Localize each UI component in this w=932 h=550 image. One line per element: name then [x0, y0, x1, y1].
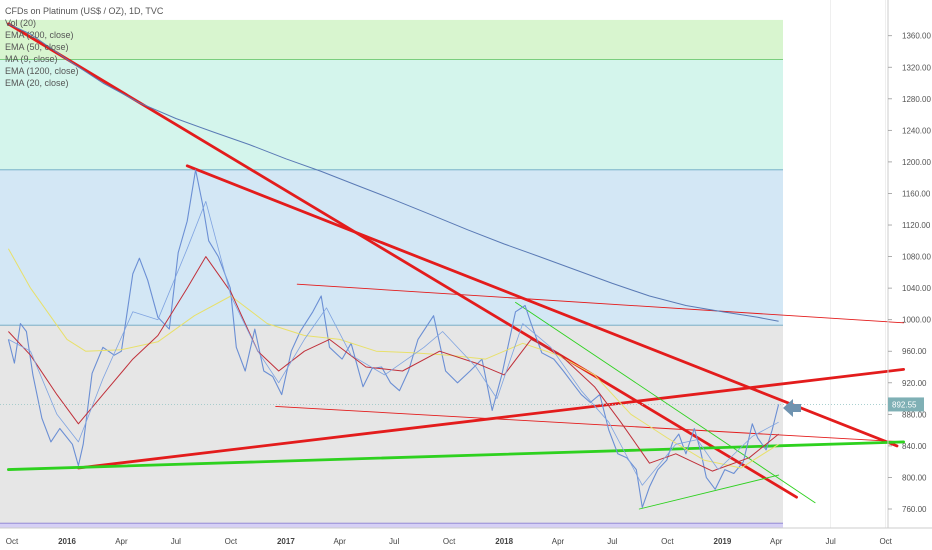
x-tick-label: Jul [607, 537, 617, 546]
legend-item-ema-50[interactable]: EMA (50, close) [5, 42, 69, 52]
legend-item-ma-9[interactable]: MA (9, close) [5, 54, 58, 64]
trendline-1 [185, 164, 899, 448]
x-tick-label: Oct [443, 537, 456, 546]
zone-mint [0, 59, 783, 170]
y-tick-label: 760.00 [902, 505, 927, 514]
x-tick-label: Oct [225, 537, 238, 546]
last-price-label: 892.55 [892, 400, 917, 409]
vertical-gridlines [830, 0, 886, 528]
trendline-6 [515, 301, 816, 504]
x-tick-label: 2016 [58, 537, 76, 546]
last-price-marker: 892.55 [0, 397, 924, 418]
y-tick-label: 1040.00 [902, 284, 931, 293]
legend-item-ema-1200[interactable]: EMA (1200, close) [5, 66, 79, 76]
trendline-5 [7, 440, 906, 471]
last-price-badge [888, 397, 924, 412]
y-tick-label: 1000.00 [902, 316, 931, 325]
x-tick-label: Apr [333, 537, 346, 546]
price-series [7, 23, 780, 508]
zone-boundary-lines [0, 58, 783, 524]
legend-item-ema-200[interactable]: EMA (200, close) [5, 30, 74, 40]
zone-purple [0, 523, 783, 528]
y-tick-label: 1280.00 [902, 95, 931, 104]
y-tick-label: 1200.00 [902, 158, 931, 167]
x-tick-label: 2017 [277, 537, 295, 546]
pointer-arrow-icon [783, 399, 801, 418]
x-tick-label: 2018 [495, 537, 513, 546]
series-line-1 [8, 23, 779, 322]
indicator-legend: CFDs on Platinum (US$ / OZ), 1D, TVC Vol… [5, 5, 163, 89]
y-tick-label: 800.00 [902, 473, 927, 482]
x-tick-label: 2019 [714, 537, 732, 546]
zone-gray [0, 325, 783, 524]
x-tick-label: Apr [115, 537, 128, 546]
x-tick-label: Oct [661, 537, 674, 546]
y-tick-label: 1240.00 [902, 126, 931, 135]
y-tick-label: 840.00 [902, 442, 927, 451]
y-tick-label: 880.00 [902, 410, 927, 419]
y-tick-label: 1360.00 [902, 32, 931, 41]
x-axis: Oct 2016 Apr Jul Oct 2017 Apr Jul Oct 2018 Apr Jul O… [0, 527, 932, 546]
y-tick-label: 960.00 [902, 347, 927, 356]
series-line-4 [8, 200, 779, 486]
y-tick-label: 1080.00 [902, 253, 931, 262]
y-tick-label: 1120.00 [902, 221, 931, 230]
x-tick-label: Apr [552, 537, 565, 546]
y-tick-label: 1160.00 [902, 189, 931, 198]
x-tick-label: Jul [826, 537, 836, 546]
series-line-0 [7, 169, 780, 508]
legend-item-vol[interactable]: Vol (20) [5, 18, 37, 28]
trendline-3 [296, 283, 905, 324]
y-axis: 760.00 800.00 840.00 880.00 920.00 960.00 1000… [887, 0, 931, 528]
x-tick-label: Oct [6, 537, 19, 546]
zone-green [0, 19, 783, 60]
y-tick-label: 1320.00 [902, 63, 931, 72]
legend-title: CFDs on Platinum (US$ / OZ), 1D, TVC [5, 6, 164, 16]
price-zones [0, 19, 932, 550]
trendline-4 [275, 406, 905, 443]
x-tick-label: Jul [389, 537, 399, 546]
x-tick-label: Apr [770, 537, 783, 546]
x-tick-label: Oct [879, 537, 892, 546]
x-axis-background [0, 528, 932, 550]
series-line-2 [7, 248, 779, 469]
trendline-7 [638, 474, 780, 510]
series-line-3 [8, 256, 779, 472]
y-tick-label: 920.00 [902, 379, 927, 388]
legend-item-ema-20[interactable]: EMA (20, close) [5, 78, 69, 88]
x-tick-label: Jul [171, 537, 181, 546]
